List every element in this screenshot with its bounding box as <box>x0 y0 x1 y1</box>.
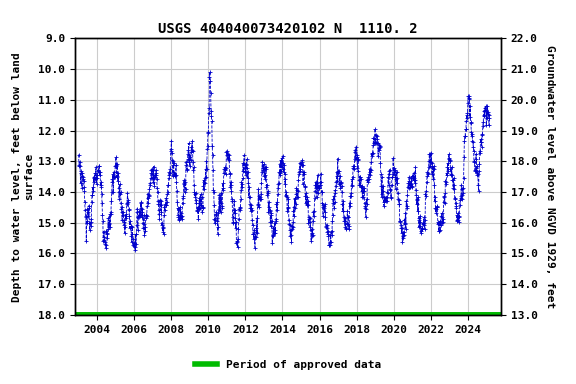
Title: USGS 404040073420102 N  1110. 2: USGS 404040073420102 N 1110. 2 <box>158 22 418 36</box>
Y-axis label: Depth to water level, feet below land
surface: Depth to water level, feet below land su… <box>13 52 34 301</box>
Legend: Period of approved data: Period of approved data <box>191 356 385 375</box>
Y-axis label: Groundwater level above NGVD 1929, feet: Groundwater level above NGVD 1929, feet <box>544 45 555 308</box>
